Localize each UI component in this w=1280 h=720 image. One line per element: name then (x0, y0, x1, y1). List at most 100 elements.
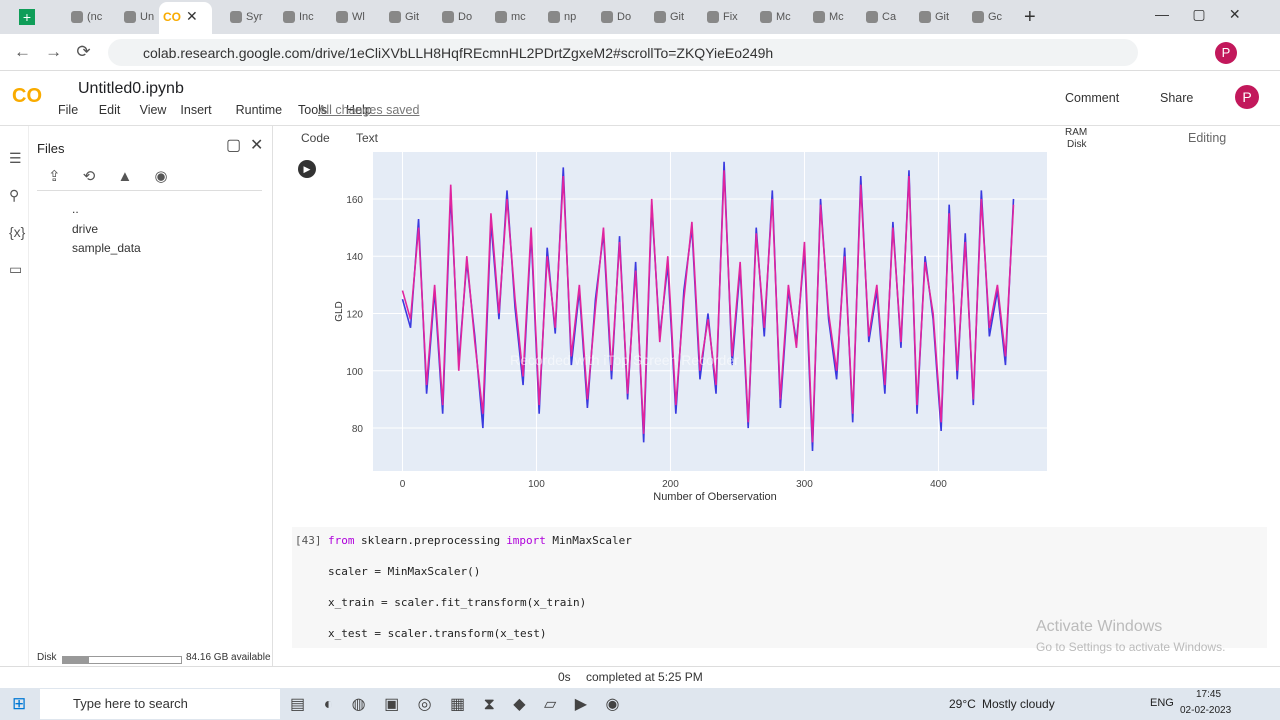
nav-buttons[interactable]: ← → ⟳ (14, 42, 91, 61)
file-item[interactable]: sample_data (72, 241, 141, 255)
clock-time: 17:45 (1196, 689, 1222, 700)
x-axis-title: Number of Oberservation (653, 491, 777, 503)
plot-area (373, 152, 1047, 471)
menu-item[interactable]: File (58, 103, 79, 117)
code-token: sklearn.preprocessing (354, 534, 507, 547)
add-text[interactable]: Text (356, 131, 379, 145)
share-button[interactable]: Share (1160, 91, 1194, 105)
tab-label[interactable]: np (564, 11, 577, 23)
menu-item[interactable]: View (139, 103, 167, 117)
tab-label[interactable]: Syr (246, 11, 263, 23)
file-actions[interactable]: ⇪ ⟲ ▲ ◉ (48, 168, 168, 185)
code-token: from (328, 534, 355, 547)
disk-label: Disk (37, 652, 57, 663)
menu-item[interactable]: Help (346, 103, 372, 117)
x-tick-label: 200 (662, 479, 679, 490)
tab-strip (0, 0, 1280, 34)
tab-label[interactable]: Gc (988, 11, 1003, 23)
divider (37, 190, 262, 191)
menu-item[interactable]: Insert (180, 103, 212, 117)
new-tab[interactable]: + (1024, 6, 1036, 28)
language: ENG (1150, 697, 1174, 709)
menu-item[interactable]: Runtime (235, 103, 283, 117)
taskbar-apps[interactable]: ▤ ◐ ◍ ▣ ◎ ▦ ⧗ ◆ ▱ ▶ ◉ (290, 696, 620, 713)
run-button[interactable]: ▶ (298, 160, 316, 178)
chart: 80 100 120 140 160 0 100 200 300 400 Number of Obe… (334, 152, 1047, 503)
file-item[interactable]: drive (72, 221, 99, 236)
colab-tab-icon: CO (163, 10, 181, 24)
colab-avatar[interactable]: P (1235, 85, 1259, 109)
tab-label[interactable]: Git (405, 11, 420, 23)
tab-icon (707, 11, 719, 23)
disk-label: Disk (1067, 139, 1087, 150)
code-token: import (506, 534, 546, 547)
tab-icon (919, 11, 931, 23)
tab-label[interactable]: Fix (723, 11, 738, 23)
tab-label[interactable]: (nc (87, 11, 103, 23)
tab-icon (389, 11, 401, 23)
ram-label: RAM (1065, 127, 1088, 138)
menu-item[interactable]: Tools (298, 103, 328, 117)
weather: Mostly cloudy (982, 697, 1055, 711)
tab-label[interactable]: Mc (776, 11, 791, 23)
add-code[interactable]: Code (301, 131, 330, 145)
tab-icon (866, 11, 878, 23)
comment-button[interactable]: Comment (1065, 91, 1120, 105)
tab-icon (548, 11, 560, 23)
tab-label[interactable]: Do (617, 11, 632, 23)
search-text[interactable]: Type here to search (73, 696, 188, 711)
tab-icon (601, 11, 613, 23)
tab-label[interactable]: Git (670, 11, 685, 23)
divider (0, 125, 1280, 126)
tab-label[interactable]: Do (458, 11, 473, 23)
y-tick-label: 140 (346, 252, 363, 263)
disk-meter (62, 656, 182, 664)
activation-subtitle: Go to Settings to activate Windows. (1036, 640, 1226, 654)
panel-controls[interactable]: ▢ ✕ (226, 137, 264, 154)
sidebar-border (272, 126, 273, 666)
window-controls[interactable]: — ▢ ✕ (1155, 6, 1241, 22)
y-tick-label: 120 (346, 310, 363, 321)
active-tab[interactable] (159, 2, 212, 34)
search-box[interactable] (40, 689, 280, 719)
url[interactable]: colab.research.google.com/drive/1eCliXVb… (143, 45, 774, 61)
tab-label[interactable]: mc (511, 11, 526, 23)
save-status[interactable]: All changes saved (318, 103, 420, 117)
tab-icon (760, 11, 772, 23)
tab-label[interactable]: Un (140, 11, 155, 23)
clock-date: 02-02-2023 (1180, 705, 1232, 716)
tab-label[interactable]: Git (935, 11, 950, 23)
x-tick-label: 0 (400, 479, 406, 490)
tab-icon (495, 11, 507, 23)
disk-free: 84.16 GB available (186, 652, 271, 663)
sheets-icon[interactable]: + (19, 9, 35, 25)
tab-icon (654, 11, 666, 23)
address-bar[interactable] (108, 39, 1138, 66)
rail-icons[interactable]: ☰ ⚲ {x} ▭ (9, 150, 26, 277)
execution-count: [43] (295, 534, 322, 547)
code-token: x_test = scaler.transform(x_test) (328, 627, 547, 640)
file-item[interactable]: .. (72, 202, 79, 216)
x-tick-label: 400 (930, 479, 947, 490)
tab-icon (336, 11, 348, 23)
tab-icon (442, 11, 454, 23)
browser-avatar[interactable]: P (1215, 42, 1237, 64)
tab-label[interactable]: Mc (829, 11, 844, 23)
menu-item[interactable]: Edit (98, 103, 121, 117)
y-tick-label: 100 (346, 367, 363, 378)
notebook-name[interactable]: Untitled0.ipynb (78, 80, 184, 97)
tab-label[interactable]: Inc (299, 11, 314, 23)
code-cell[interactable] (292, 527, 1267, 648)
tab-close[interactable]: ✕ (186, 8, 198, 24)
tab-icon (972, 11, 984, 23)
tab-label[interactable]: Ca (882, 11, 897, 23)
tab-icon (71, 11, 83, 23)
colab-logo: CO (12, 85, 42, 107)
mode[interactable]: Editing (1188, 131, 1227, 145)
status-bar (0, 666, 1280, 689)
y-axis-title: GLD (334, 301, 345, 322)
x-tick-label: 300 (796, 479, 813, 490)
tab-label[interactable]: Wl (352, 11, 365, 23)
start-button[interactable]: ⊞ (12, 694, 27, 713)
y-tick-label: 160 (346, 195, 363, 206)
